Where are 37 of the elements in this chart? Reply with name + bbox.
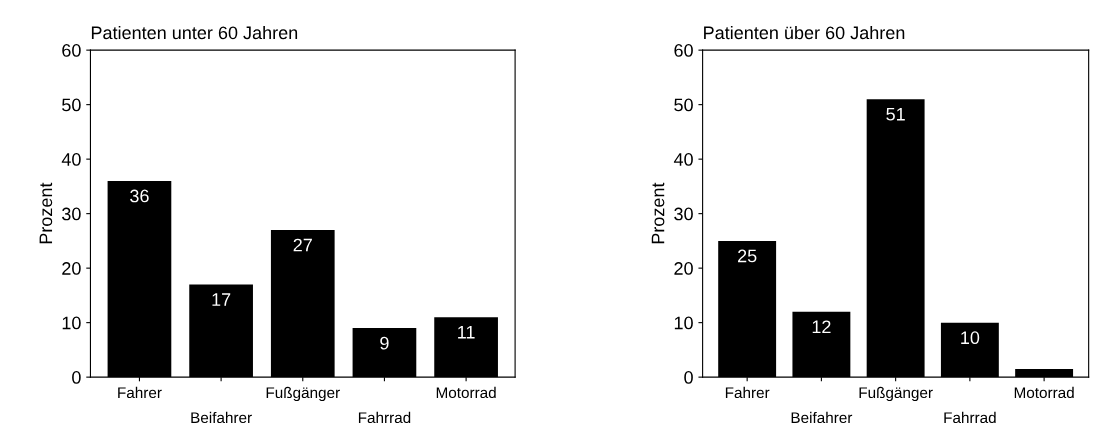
y-tick-label: 40 xyxy=(61,153,81,166)
data-label: 36 xyxy=(130,189,149,203)
data-label: 25 xyxy=(738,249,757,263)
y-tick-label: 50 xyxy=(62,98,81,112)
data-label: 27 xyxy=(293,238,312,252)
data-label: 17 xyxy=(212,293,231,306)
data-label: 12 xyxy=(812,320,831,333)
x-tick-label: Motorrad xyxy=(436,386,496,399)
y-tick-label: 0 xyxy=(684,371,693,384)
y-tick-label: 10 xyxy=(674,316,693,330)
y-tick-label: 60 xyxy=(62,44,81,57)
y-tick-label: 40 xyxy=(673,153,693,166)
y-axis-title: Prozent xyxy=(39,182,53,244)
y-tick-label: 0 xyxy=(72,371,81,384)
x-tick-label: Beifahrer xyxy=(191,411,252,424)
x-tick-label: Fahrrad xyxy=(944,411,996,424)
data-label: 10 xyxy=(961,331,980,345)
x-tick-label: Fußgänger xyxy=(266,386,340,402)
data-label: 9 xyxy=(380,336,389,350)
data-label: 11 xyxy=(458,326,475,339)
y-tick-label: 30 xyxy=(62,207,81,221)
y-tick-label: 30 xyxy=(674,207,693,221)
y-axis-title: Prozent xyxy=(651,182,665,244)
x-tick-label: Fußgänger xyxy=(859,386,933,402)
x-tick-label: Fahrer xyxy=(118,386,162,399)
x-tick-label: Fahrer xyxy=(725,386,770,399)
x-tick-label: Fahrrad xyxy=(358,411,411,424)
chart-title: Patienten über 60 Jahren xyxy=(704,25,905,40)
y-tick-label: 20 xyxy=(674,262,693,275)
x-tick-label: Motorrad xyxy=(1014,386,1074,399)
y-tick-label: 20 xyxy=(62,262,81,275)
data-label: 51 xyxy=(886,108,905,121)
y-tick-label: 10 xyxy=(62,316,81,330)
x-tick-label: Beifahrer xyxy=(791,411,853,424)
y-tick-label: 60 xyxy=(674,44,693,57)
y-tick-label: 50 xyxy=(674,98,693,112)
chart-title: Patienten unter 60 Jahren xyxy=(91,25,298,40)
